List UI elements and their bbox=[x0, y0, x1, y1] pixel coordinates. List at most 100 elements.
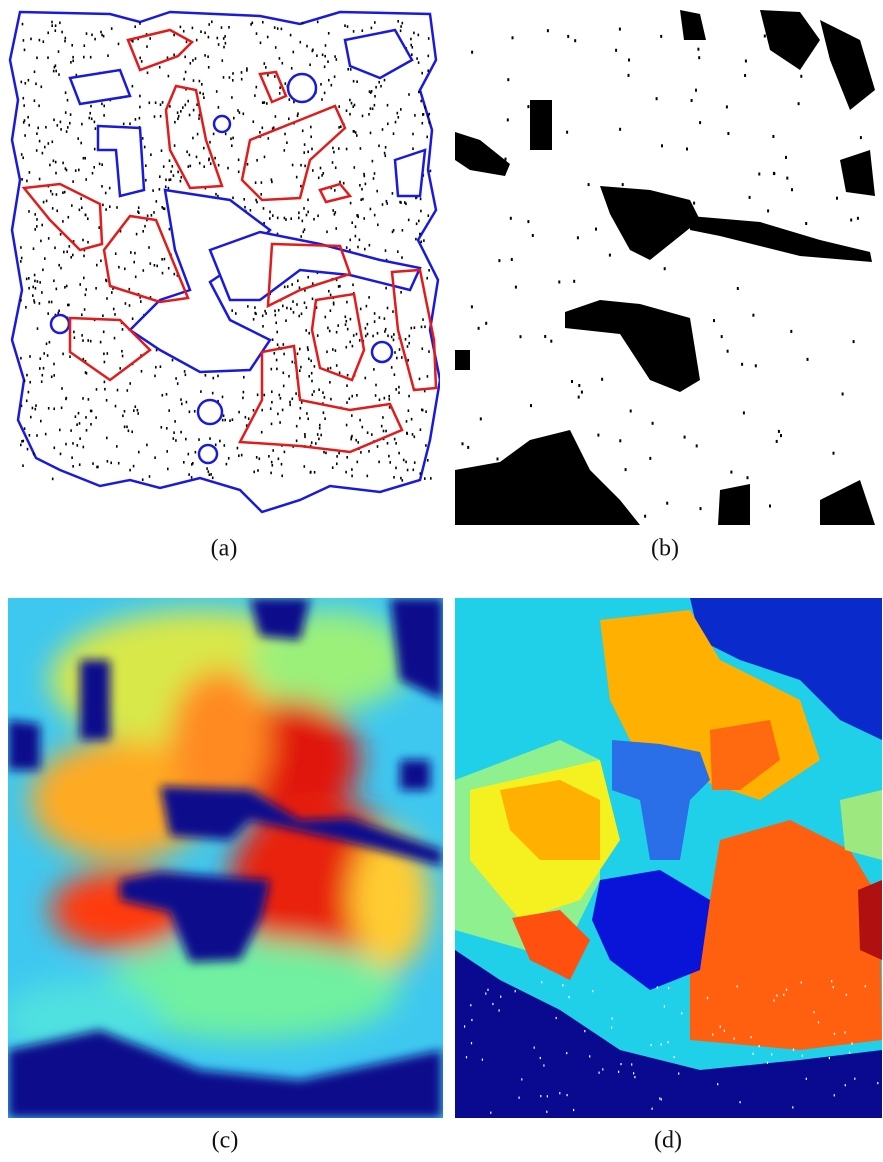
speck bbox=[161, 206, 163, 209]
speck bbox=[543, 1064, 544, 1066]
speck bbox=[83, 255, 85, 258]
speck bbox=[355, 439, 357, 442]
speck bbox=[248, 417, 250, 420]
speck bbox=[275, 115, 277, 118]
segment bbox=[858, 880, 882, 960]
speck bbox=[419, 233, 421, 236]
speck bbox=[204, 54, 206, 57]
speck bbox=[59, 22, 61, 25]
speck bbox=[193, 109, 195, 112]
speck bbox=[357, 246, 359, 249]
speck bbox=[100, 31, 102, 34]
speck bbox=[834, 1033, 835, 1035]
speck bbox=[336, 455, 338, 458]
speck bbox=[65, 111, 67, 114]
speck bbox=[247, 163, 249, 166]
speck bbox=[371, 433, 373, 436]
speck bbox=[147, 215, 149, 218]
speck bbox=[527, 105, 529, 108]
speck bbox=[145, 164, 147, 167]
speck bbox=[133, 261, 135, 264]
speck bbox=[668, 987, 669, 989]
speck bbox=[778, 430, 780, 433]
speck bbox=[421, 326, 423, 329]
speck bbox=[302, 22, 304, 25]
speck bbox=[336, 364, 338, 367]
speck bbox=[284, 217, 286, 220]
speck bbox=[118, 462, 120, 465]
speck bbox=[232, 197, 234, 200]
speck bbox=[519, 1097, 520, 1099]
speck bbox=[364, 175, 366, 178]
speck bbox=[330, 294, 332, 297]
speck bbox=[243, 113, 245, 116]
speck bbox=[98, 226, 100, 229]
speck bbox=[332, 147, 334, 150]
speck bbox=[189, 411, 191, 414]
speck bbox=[131, 431, 133, 434]
speck bbox=[420, 210, 422, 213]
speck bbox=[70, 256, 72, 259]
speck bbox=[223, 46, 225, 49]
speck bbox=[47, 56, 49, 59]
speck bbox=[225, 133, 227, 136]
speck bbox=[279, 57, 281, 60]
speck bbox=[156, 200, 158, 203]
speck bbox=[35, 408, 37, 411]
speck bbox=[393, 132, 395, 135]
speck bbox=[87, 217, 89, 220]
speck bbox=[609, 254, 611, 257]
speck bbox=[368, 113, 370, 116]
speck bbox=[264, 156, 266, 159]
speck bbox=[135, 118, 137, 121]
speck bbox=[369, 90, 371, 93]
speck bbox=[368, 296, 370, 299]
speck bbox=[345, 316, 347, 319]
speck bbox=[400, 477, 402, 480]
speck bbox=[422, 318, 424, 321]
speck bbox=[652, 1108, 653, 1110]
speck bbox=[178, 115, 180, 118]
speck bbox=[116, 445, 118, 448]
speck bbox=[393, 333, 395, 336]
speck bbox=[426, 277, 428, 280]
speck bbox=[53, 280, 55, 283]
speck bbox=[173, 174, 175, 177]
speck bbox=[403, 459, 405, 462]
speck bbox=[29, 381, 31, 384]
speck bbox=[578, 396, 580, 399]
speck bbox=[232, 72, 234, 75]
speck bbox=[397, 250, 399, 253]
speck bbox=[150, 153, 152, 156]
speck bbox=[385, 328, 387, 331]
speck bbox=[51, 21, 53, 24]
speck bbox=[74, 336, 76, 339]
speck bbox=[159, 175, 161, 178]
speck bbox=[162, 272, 164, 275]
speck bbox=[111, 291, 113, 294]
speck bbox=[20, 444, 22, 447]
speck bbox=[226, 463, 228, 466]
speck bbox=[148, 246, 150, 249]
speck bbox=[737, 985, 738, 987]
speck bbox=[271, 368, 273, 371]
speck bbox=[346, 301, 348, 304]
speck bbox=[106, 399, 108, 402]
speck bbox=[325, 452, 327, 455]
speck bbox=[730, 471, 732, 474]
speck bbox=[382, 416, 384, 419]
speck bbox=[383, 430, 385, 433]
speck bbox=[306, 306, 308, 309]
speck bbox=[48, 237, 50, 240]
speck bbox=[58, 50, 60, 53]
speck bbox=[338, 147, 340, 150]
speck bbox=[32, 294, 34, 297]
speck bbox=[362, 426, 364, 429]
speck bbox=[279, 421, 281, 424]
speck bbox=[54, 447, 56, 450]
speck bbox=[173, 34, 175, 37]
speck bbox=[41, 291, 43, 294]
speck bbox=[324, 396, 326, 399]
speck bbox=[183, 78, 185, 81]
speck bbox=[261, 431, 263, 434]
